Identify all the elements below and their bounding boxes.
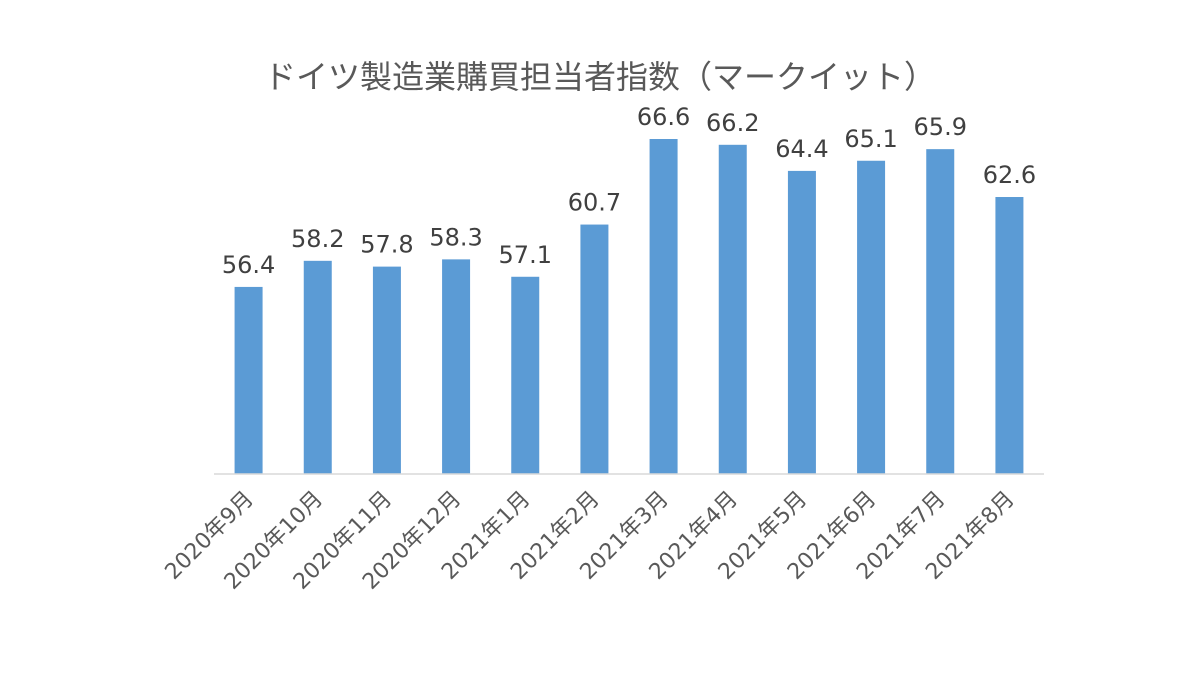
bar-2021-2 — [580, 224, 609, 474]
bar-2020-10 — [303, 260, 332, 474]
data-label-2021-5: 64.4 — [775, 135, 828, 163]
bar-2021-7 — [926, 149, 955, 474]
bar-2021-6 — [857, 160, 886, 474]
data-label-2021-8: 62.6 — [983, 161, 1036, 189]
bar-2021-5 — [787, 170, 816, 474]
bar-2021-4 — [718, 144, 747, 475]
bar-2020-11 — [372, 266, 401, 474]
bar-2020-9 — [234, 286, 263, 474]
bar-2021-8 — [995, 197, 1024, 474]
data-labels-layer: 56.4 58.2 57.8 58.3 57.1 60.7 66.6 66.2 64.4 65.1… — [222, 103, 1036, 279]
data-label-2021-1: 57.1 — [499, 241, 552, 269]
data-label-2021-6: 65.1 — [844, 125, 897, 153]
bar-2020-12 — [442, 259, 471, 474]
bars-layer — [234, 139, 1024, 475]
x-tick-labels-layer: 2020年9月2020年10月2020年11月2020年12月2021年1月20… — [161, 487, 1020, 595]
chart-title: ドイツ製造業購買担当者指数（マークイット） — [264, 58, 936, 96]
data-label-2021-4: 66.2 — [706, 109, 759, 137]
data-label-2021-2: 60.7 — [568, 189, 621, 217]
data-label-2020-9: 56.4 — [222, 251, 275, 279]
data-label-2020-11: 57.8 — [360, 231, 413, 259]
bar-2021-1 — [511, 276, 540, 474]
data-label-2021-3: 66.6 — [637, 103, 690, 131]
data-label-2021-7: 65.9 — [914, 113, 967, 141]
data-label-2020-12: 58.3 — [429, 223, 482, 251]
data-label-2020-10: 58.2 — [291, 225, 344, 253]
bar-2021-3 — [649, 139, 678, 474]
